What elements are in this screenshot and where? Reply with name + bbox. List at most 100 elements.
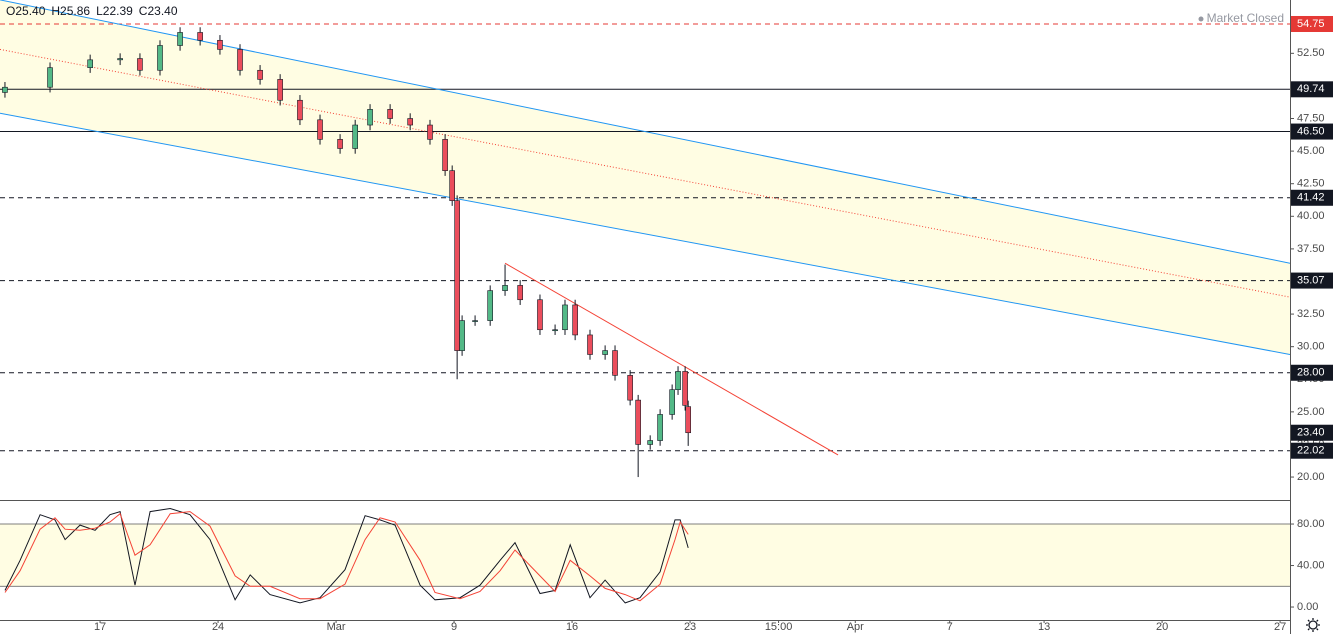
candle-body [257,69,263,80]
candle-body [337,139,343,149]
y-tick-label: 80.00 [1297,518,1325,530]
oscillator-pane [0,507,1290,604]
candle-body [647,440,653,445]
level-label: 35.07 [1297,274,1325,286]
x-tick-label: 24 [212,621,224,633]
candle-body [602,350,608,355]
candle-body [177,32,183,46]
level-label-box [1291,442,1333,459]
candle-body [47,67,53,88]
candle-body [367,109,373,126]
candle-body [87,59,93,68]
level-label: 41.42 [1297,192,1325,204]
y-tick-label: 37.50 [1297,243,1325,255]
level-label-box [1291,81,1333,98]
candle-body [137,58,143,71]
ohlc-key: H [51,4,60,18]
y-tick-label: 25.00 [1297,406,1325,418]
x-tick-label: 7 [947,621,953,633]
level-label-box [1291,364,1333,381]
candle-body [587,334,593,355]
level-label-box [1291,123,1333,140]
ohlc-value: 25.86 [60,4,90,18]
y-tick-label: 0.00 [1297,601,1318,613]
x-tick-label: 9 [451,621,457,633]
candle-body [454,200,460,351]
ohlc-key: L [96,4,103,18]
candle-body [217,39,223,50]
level-label-box [1291,15,1333,32]
candle-body [562,304,568,331]
ohlc-key: C [139,4,148,18]
status-dot [1198,16,1204,22]
x-tick-label: 16 [566,621,578,633]
candle-body [297,99,303,121]
candle-body [407,118,413,126]
candle-body [502,285,508,291]
channel-lower [0,112,1290,355]
x-tick-label: 23 [684,621,696,633]
candle-body [459,320,465,351]
band-fill [0,524,1290,587]
level-label: 28.00 [1297,367,1325,379]
candle-body [427,124,433,140]
y-tick-label: 42.50 [1297,178,1325,190]
candle-body [472,320,478,322]
candle-body [682,371,688,406]
candle-body [627,375,633,401]
level-label: 49.74 [1297,83,1325,95]
candle-body [572,304,578,336]
oscillator-line [4,511,689,602]
ohlc-header: O25.40 H25.86 L22.39 C23.40 [6,4,178,18]
candle-body [352,124,358,149]
level-label-box [1291,272,1333,289]
ohlc-value: 22.39 [103,4,133,18]
candle-body [2,86,8,93]
settings-icon[interactable] [1306,618,1320,632]
x-tick-label: Mar [327,621,346,633]
x-tick-label: 20 [1156,621,1168,633]
price-pane [0,0,1290,478]
y-tick-label: 52.50 [1297,47,1325,59]
candle-body [537,299,543,331]
market-status: Market Closed [1207,11,1284,25]
channel-upper [0,0,1290,264]
y-tick-label: 40.00 [1297,559,1325,571]
candle-body [669,389,675,415]
y-tick-label: 32.50 [1297,308,1325,320]
candle-body [675,371,681,391]
y-tick-label: 30.00 [1297,341,1325,353]
ohlc-value: 23.40 [147,4,177,18]
candle-body [517,285,523,301]
trendline [504,262,839,456]
level-label: 46.50 [1297,125,1325,137]
x-tick-label: 15:00 [765,621,793,633]
x-tick-label: Apr [847,621,864,633]
level-label: 22.02 [1297,445,1325,457]
candle-body [237,49,243,71]
candle-body [387,109,393,119]
y-tick-label: 20.00 [1297,471,1325,483]
candle-body [612,350,618,376]
level-label-box [1291,189,1333,206]
ohlc-key: O [6,4,15,18]
candle-body [487,290,493,321]
candle-body [277,79,283,101]
level-label: 23.40 [1297,427,1325,439]
candle-body [635,399,641,445]
y-tick-label: 40.00 [1297,210,1325,222]
x-tick-label: 17 [94,621,106,633]
candle-body [157,45,163,71]
level-label-box [1291,424,1333,441]
candle-body [657,414,663,441]
x-tick-label: 27 [1274,621,1286,633]
candle-body [449,170,455,201]
level-label: 54.75 [1297,18,1325,30]
x-tick-label: 13 [1038,621,1050,633]
candle-body [117,58,123,61]
y-tick-label: 45.00 [1297,145,1325,157]
candle-body [197,32,203,41]
candle-body [442,139,448,171]
candle-body [317,119,323,140]
